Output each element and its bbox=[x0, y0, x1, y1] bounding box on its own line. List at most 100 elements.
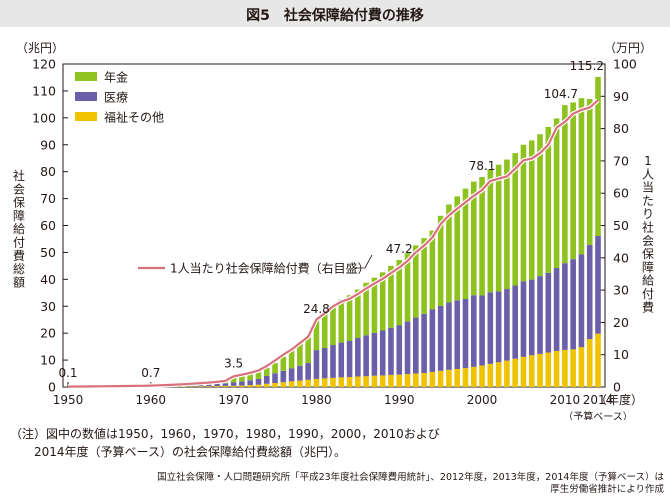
left-tick-label: 90 bbox=[40, 137, 56, 152]
bar-segment bbox=[504, 159, 510, 290]
bar-segment bbox=[446, 204, 452, 303]
left-tick-label: 120 bbox=[32, 57, 56, 72]
bar-segment bbox=[214, 383, 220, 387]
bar-segment bbox=[562, 105, 568, 264]
bar-segment bbox=[205, 384, 212, 387]
bar-segment bbox=[504, 289, 510, 361]
bar-segment bbox=[595, 76, 601, 236]
right-tick-label: 30 bbox=[613, 283, 629, 298]
value-annotation: 47.2 bbox=[386, 242, 413, 256]
bar-segment bbox=[562, 263, 568, 350]
bar-segment bbox=[189, 386, 196, 387]
bar-segment bbox=[537, 353, 543, 387]
bar-segment bbox=[413, 373, 419, 387]
left-unit: （兆円） bbox=[16, 41, 64, 55]
right-tick-label: 10 bbox=[613, 347, 629, 362]
x-tick-label: 1960 bbox=[136, 393, 167, 407]
bar-segment bbox=[313, 350, 320, 379]
bar-segment bbox=[371, 375, 378, 387]
bar-segment bbox=[413, 317, 419, 374]
bar-segment bbox=[437, 215, 444, 306]
x-tick-label: 2014 bbox=[583, 393, 614, 407]
bar-segment bbox=[280, 356, 287, 371]
right-tick-label: 40 bbox=[613, 250, 629, 265]
bar-segment bbox=[355, 289, 361, 339]
bar-segment bbox=[429, 309, 436, 372]
bar-segment bbox=[247, 380, 253, 386]
bar-segment bbox=[288, 350, 295, 369]
bar-segment bbox=[388, 374, 394, 387]
bar-segment bbox=[479, 177, 485, 296]
bar-segment bbox=[404, 321, 411, 375]
bar-segment bbox=[421, 313, 427, 374]
bar-segment bbox=[239, 376, 245, 382]
legend-label: 福祉その他 bbox=[104, 110, 164, 125]
bar-segment bbox=[446, 302, 452, 370]
bar-segment bbox=[363, 282, 369, 336]
bar-segment bbox=[528, 355, 535, 387]
left-tick-label: 10 bbox=[40, 353, 56, 368]
bar-segment bbox=[437, 305, 444, 371]
bar-segment bbox=[520, 144, 527, 282]
bar-segment bbox=[363, 376, 369, 387]
bar-segment bbox=[255, 378, 262, 385]
bar-segment bbox=[313, 378, 320, 387]
bar-segment bbox=[313, 320, 320, 351]
bar-segment bbox=[330, 305, 336, 346]
bar-segment bbox=[346, 377, 353, 387]
bar-segment bbox=[454, 368, 461, 387]
bar-segment bbox=[371, 277, 378, 333]
value-annotation: 104.7 bbox=[544, 87, 578, 101]
value-annotation: 115.2 bbox=[570, 59, 604, 73]
bar-segment bbox=[297, 380, 303, 387]
x-tick-label: 1970 bbox=[218, 393, 249, 407]
bar-segment bbox=[553, 268, 560, 351]
bar-segment bbox=[545, 272, 552, 353]
right-tick-label: 70 bbox=[613, 153, 629, 168]
x-axis-note: （予算ベース） bbox=[563, 410, 633, 420]
bar-segment bbox=[346, 295, 353, 341]
bar-segment bbox=[272, 363, 278, 374]
bar-segment bbox=[230, 385, 237, 387]
bar-segment bbox=[388, 265, 394, 328]
bar-segment bbox=[595, 333, 601, 387]
x-tick-label: 1990 bbox=[384, 393, 415, 407]
bar-segment bbox=[578, 98, 585, 255]
right-tick-label: 80 bbox=[613, 121, 629, 136]
bar-segment bbox=[446, 369, 452, 387]
bar-segment bbox=[570, 349, 576, 387]
legend-swatch bbox=[75, 112, 97, 121]
bar-segment bbox=[280, 370, 287, 383]
line-callout-leader bbox=[355, 254, 373, 269]
bar-segment bbox=[379, 272, 386, 331]
bar-segment bbox=[462, 368, 469, 387]
legend-label: 医療 bbox=[104, 91, 128, 105]
bar-segment bbox=[197, 386, 204, 387]
right-tick-label: 20 bbox=[613, 315, 629, 330]
bar-segment bbox=[470, 295, 477, 367]
bar-segment bbox=[528, 140, 535, 280]
bar-segment bbox=[520, 356, 527, 387]
bar-segment bbox=[495, 362, 502, 387]
bar-segment bbox=[239, 385, 245, 387]
bar-segment bbox=[355, 338, 361, 377]
bar-segment bbox=[330, 345, 336, 378]
bar-segment bbox=[570, 102, 576, 260]
left-tick-label: 80 bbox=[40, 164, 56, 179]
x-tick-label: 1950 bbox=[53, 393, 84, 407]
bar-segment bbox=[230, 377, 237, 383]
bar-segment bbox=[454, 300, 461, 369]
bar-segment bbox=[404, 374, 411, 387]
bar-segment bbox=[578, 347, 585, 387]
bar-segment bbox=[586, 339, 593, 387]
bar-segment bbox=[272, 373, 278, 383]
legend-swatch bbox=[75, 92, 97, 101]
note-line-2: 2014年度（予算ベース）の社会保障給付費総額（兆円）。 bbox=[34, 445, 346, 459]
source-line-2: 厚生労働省推計により作成 bbox=[550, 484, 664, 495]
bar-segment bbox=[355, 376, 361, 387]
bar-segment bbox=[479, 295, 485, 366]
bar-segment bbox=[562, 349, 568, 387]
bar-segment bbox=[305, 363, 311, 380]
bar-segment bbox=[247, 374, 253, 381]
line-callout-label: 1人当たり社会保障給付費（右目盛） bbox=[170, 261, 370, 276]
